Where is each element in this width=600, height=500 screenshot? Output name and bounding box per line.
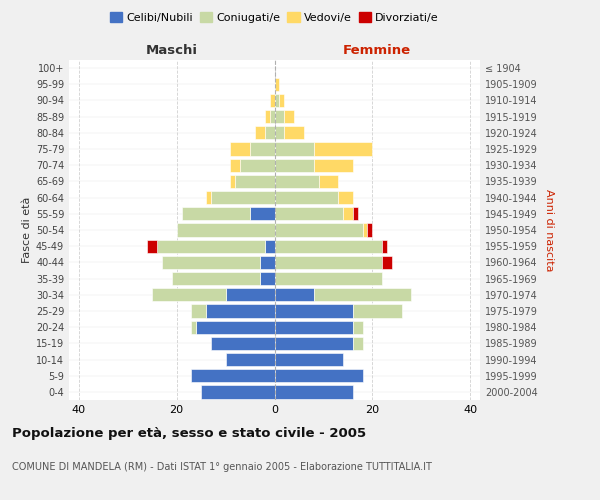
Bar (157, 240, 265, 253)
Bar (353, 207, 358, 220)
Bar (275, 320, 353, 334)
Bar (269, 110, 275, 124)
Bar (275, 191, 338, 204)
Bar (201, 386, 275, 398)
Bar (182, 207, 250, 220)
Bar (382, 240, 387, 253)
Bar (191, 320, 196, 334)
Bar (275, 304, 353, 318)
Bar (265, 240, 275, 253)
Bar (226, 288, 275, 302)
Bar (172, 272, 260, 285)
Bar (353, 304, 402, 318)
Bar (275, 369, 362, 382)
Bar (230, 142, 250, 156)
Bar (226, 353, 275, 366)
Bar (275, 78, 280, 91)
Text: COMUNE DI MANDELA (RM) - Dati ISTAT 1° gennaio 2005 - Elaborazione TUTTITALIA.IT: COMUNE DI MANDELA (RM) - Dati ISTAT 1° g… (12, 462, 432, 472)
Bar (147, 240, 157, 253)
Bar (240, 158, 275, 172)
Bar (230, 175, 235, 188)
Bar (275, 240, 382, 253)
Bar (235, 175, 275, 188)
Bar (206, 304, 275, 318)
Bar (338, 191, 353, 204)
Bar (191, 304, 206, 318)
Bar (162, 256, 260, 269)
Bar (275, 158, 314, 172)
Bar (260, 272, 275, 285)
Bar (353, 320, 362, 334)
Bar (275, 94, 280, 107)
Bar (382, 256, 392, 269)
Bar (319, 175, 338, 188)
Y-axis label: Fasce di età: Fasce di età (22, 197, 32, 263)
Bar (367, 224, 373, 236)
Bar (275, 272, 382, 285)
Bar (206, 191, 211, 204)
Text: Maschi: Maschi (146, 44, 198, 57)
Bar (275, 336, 353, 350)
Bar (211, 336, 275, 350)
Bar (275, 224, 362, 236)
Bar (260, 256, 275, 269)
Bar (275, 386, 353, 398)
Bar (343, 207, 353, 220)
Bar (280, 94, 284, 107)
Bar (265, 110, 269, 124)
Text: Popolazione per età, sesso e stato civile - 2005: Popolazione per età, sesso e stato civil… (12, 428, 366, 440)
Bar (191, 369, 275, 382)
Bar (152, 288, 226, 302)
Bar (362, 224, 367, 236)
Bar (275, 142, 314, 156)
Bar (275, 207, 343, 220)
Bar (211, 191, 275, 204)
Y-axis label: Anni di nascita: Anni di nascita (544, 188, 554, 271)
Bar (284, 126, 304, 140)
Bar (265, 126, 275, 140)
Text: Femmine: Femmine (343, 44, 412, 57)
Bar (250, 207, 275, 220)
Bar (275, 256, 382, 269)
Bar (196, 320, 275, 334)
Bar (275, 288, 314, 302)
Bar (284, 110, 294, 124)
Bar (275, 175, 319, 188)
Bar (269, 94, 275, 107)
Bar (314, 288, 412, 302)
Bar (176, 224, 275, 236)
Bar (314, 142, 373, 156)
Bar (353, 336, 362, 350)
Bar (250, 142, 275, 156)
Bar (314, 158, 353, 172)
Bar (275, 126, 284, 140)
Bar (275, 353, 343, 366)
Legend: Celibi/Nubili, Coniugati/e, Vedovi/e, Divorziati/e: Celibi/Nubili, Coniugati/e, Vedovi/e, Di… (106, 8, 443, 27)
Bar (275, 110, 284, 124)
Bar (230, 158, 240, 172)
Bar (255, 126, 265, 140)
